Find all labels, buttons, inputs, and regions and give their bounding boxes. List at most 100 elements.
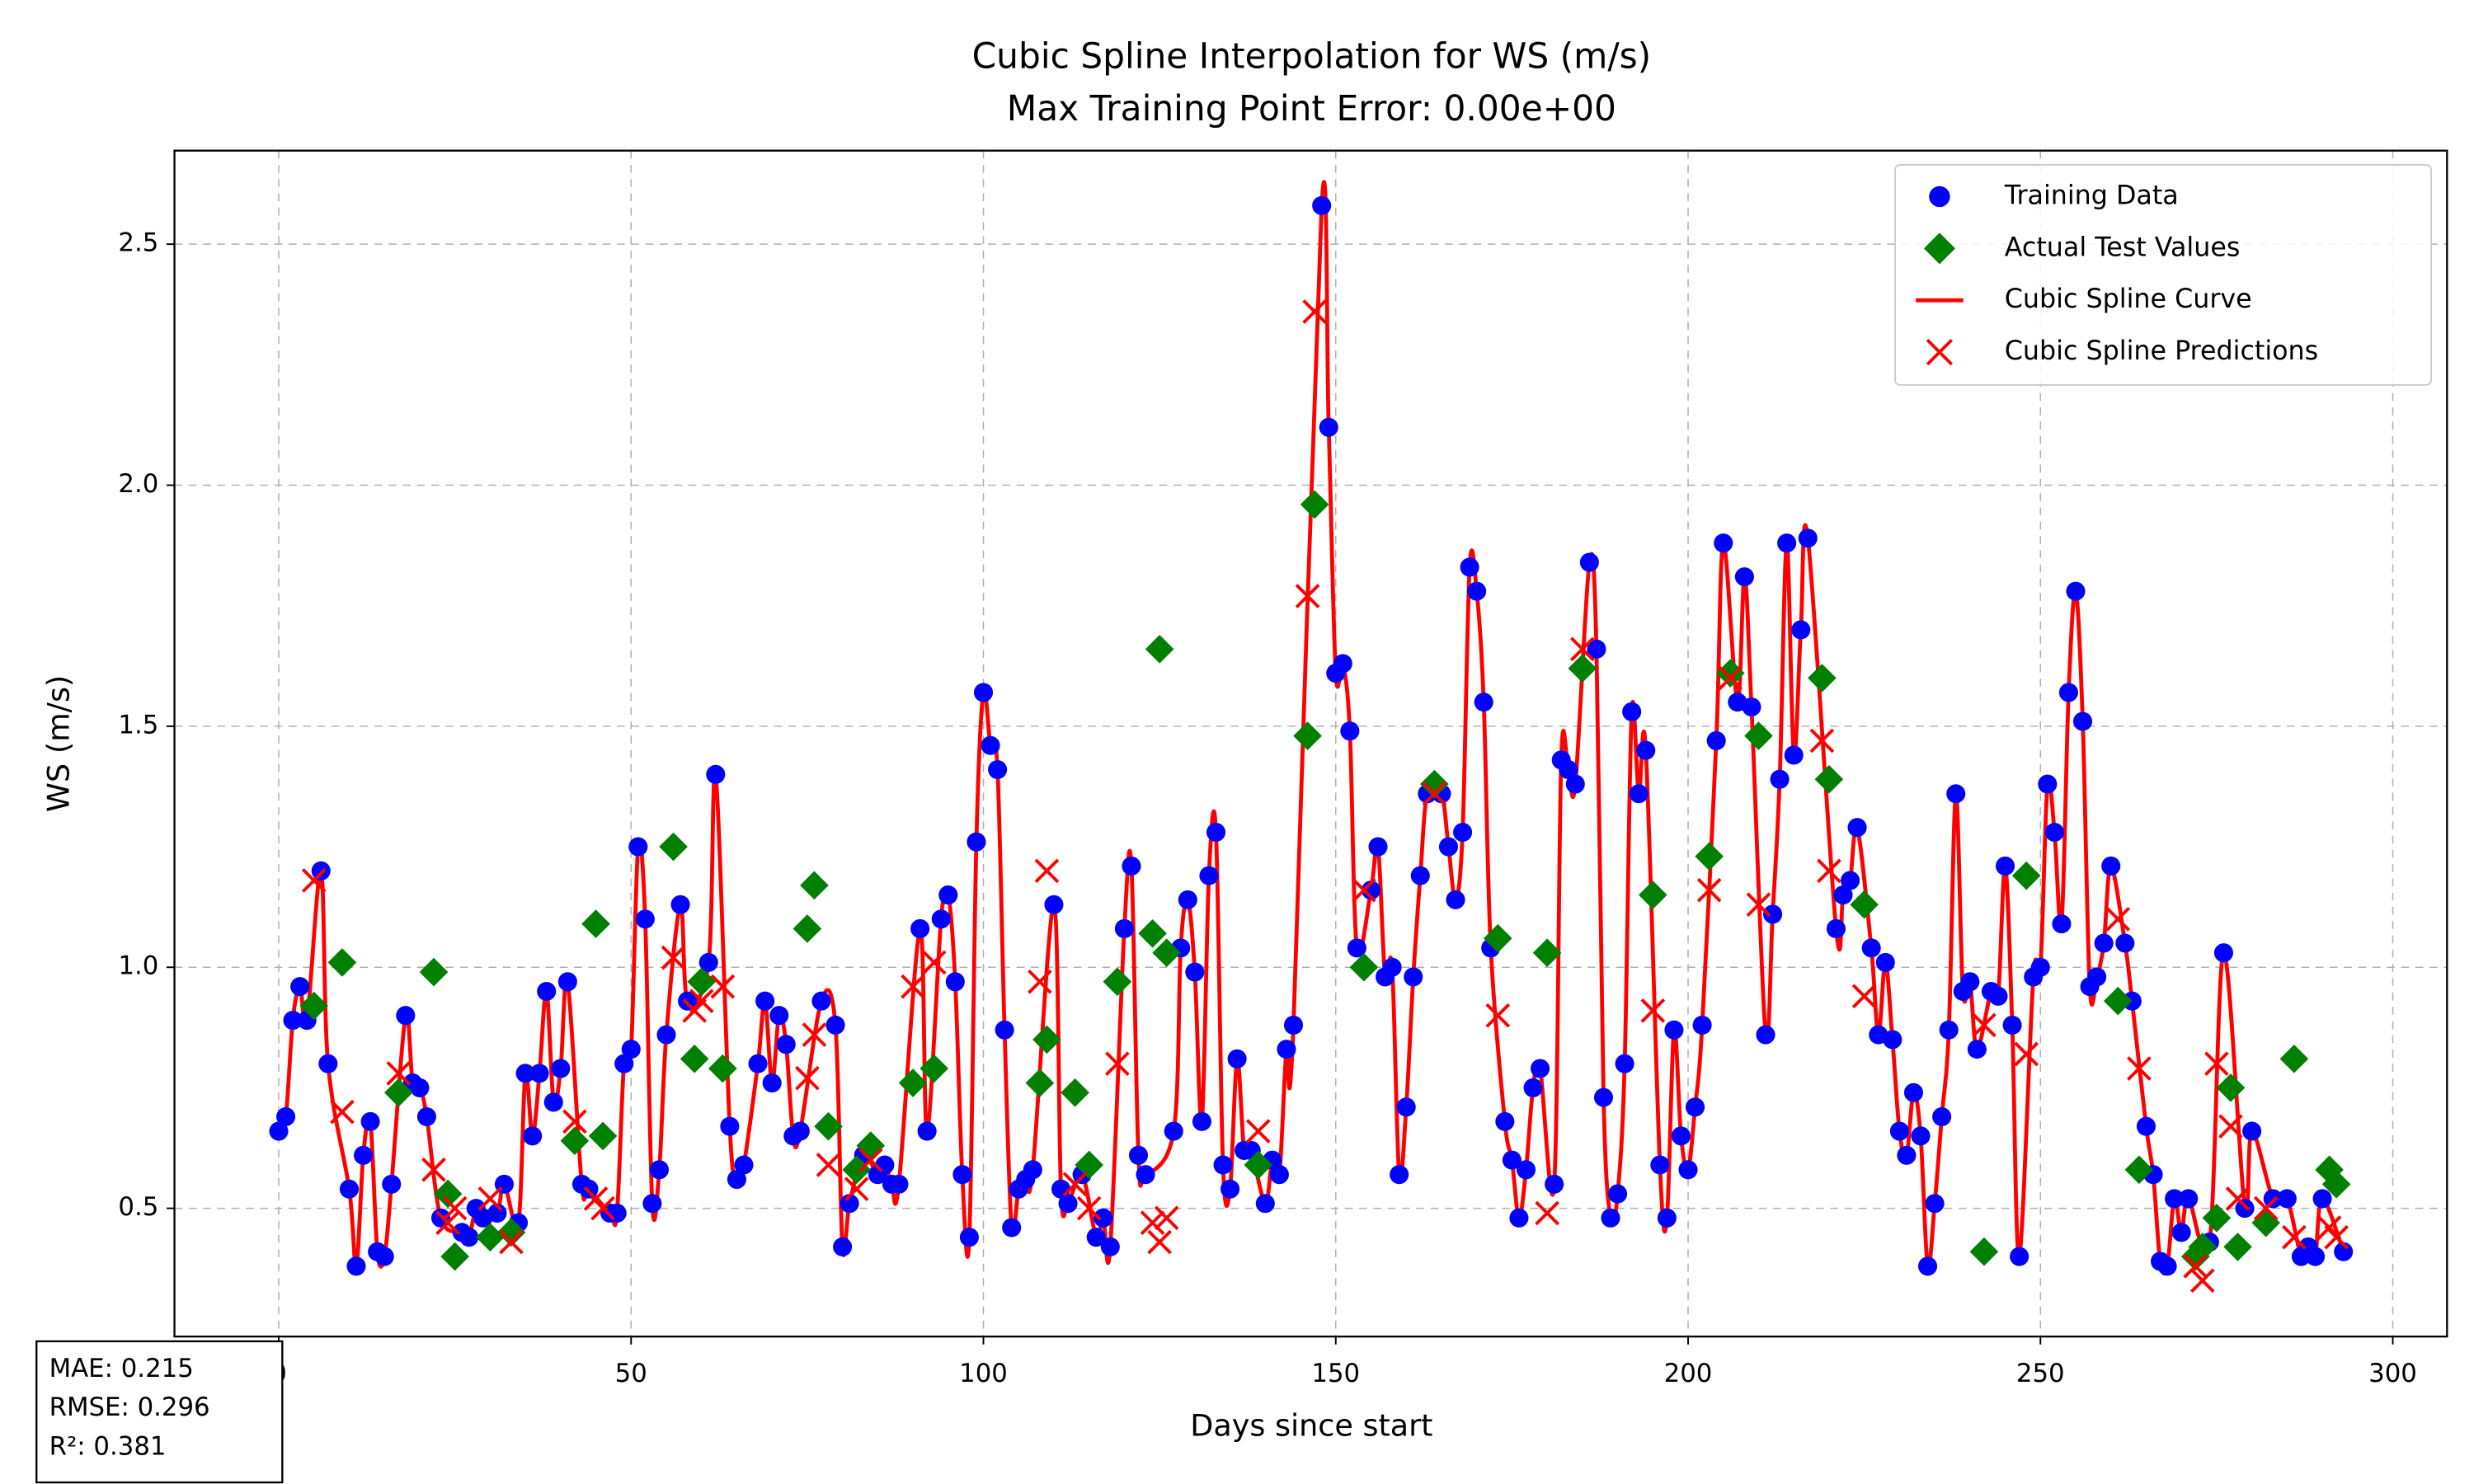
circle-point xyxy=(276,1106,296,1127)
circle-point xyxy=(2312,1189,2332,1209)
legend-label: Actual Test Values xyxy=(2005,232,2241,262)
x-point xyxy=(802,1022,827,1047)
circle-point xyxy=(529,1064,549,1083)
circle-point xyxy=(889,1174,909,1194)
x-point xyxy=(661,945,686,970)
circle-point xyxy=(382,1174,402,1194)
x-point xyxy=(1105,1051,1130,1077)
circle-point xyxy=(1283,1015,1304,1035)
legend-label: Training Data xyxy=(2004,181,2179,210)
circle-point xyxy=(1396,1097,1416,1117)
x-point xyxy=(477,1186,503,1211)
x-point xyxy=(1245,1119,1271,1144)
circle-point xyxy=(1319,417,1338,437)
circle-point xyxy=(311,861,331,881)
circle-point xyxy=(2044,822,2064,843)
circle-point xyxy=(1340,721,1360,741)
circle-point xyxy=(1777,533,1797,553)
diamond-point xyxy=(2103,986,2133,1016)
chart-subtitle: Max Training Point Error: 0.00e+00 xyxy=(1007,88,1616,129)
circle-point xyxy=(1918,1256,1938,1276)
circle-point xyxy=(1382,957,1402,977)
circle-point xyxy=(360,1111,380,1131)
circle-point xyxy=(1347,938,1366,958)
x-point xyxy=(386,1061,412,1086)
circle-point xyxy=(1390,1165,1409,1185)
circle-point xyxy=(2066,581,2086,601)
circle-point xyxy=(811,991,831,1011)
x-point xyxy=(442,1195,468,1221)
circle-point xyxy=(1889,1121,1909,1141)
circle-point xyxy=(762,1073,782,1093)
x-point xyxy=(1028,969,1052,994)
circle-point xyxy=(2002,1015,2022,1035)
diamond-point xyxy=(496,1218,526,1247)
x-tick-label: 100 xyxy=(959,1359,1008,1388)
circle-point xyxy=(635,909,655,929)
circle-point xyxy=(1664,1020,1684,1040)
x-point xyxy=(1485,1003,1511,1028)
x-point xyxy=(1295,584,1320,608)
circle-point xyxy=(769,1006,789,1026)
circle-point xyxy=(748,1054,768,1073)
axes-frame xyxy=(173,149,2448,1338)
circle-point xyxy=(2094,933,2114,953)
circle-point xyxy=(1636,740,1656,760)
x-point xyxy=(590,1195,615,1221)
circle-point xyxy=(1467,581,1487,601)
circle-point xyxy=(1678,1160,1698,1180)
circle-point xyxy=(551,1059,571,1078)
circle-point xyxy=(931,909,951,929)
circle-point xyxy=(1213,1155,1233,1175)
circle-point xyxy=(1946,784,1966,804)
circle-point xyxy=(1523,1078,1543,1097)
circle-point xyxy=(1185,962,1205,982)
circle-point xyxy=(1784,745,1804,765)
circle-point xyxy=(1734,567,1754,587)
circle-point xyxy=(579,1179,599,1199)
diamond-point xyxy=(1532,938,1562,968)
diamond-point xyxy=(1244,1150,1273,1180)
x-point xyxy=(435,1210,460,1235)
x-point xyxy=(2282,1224,2307,1250)
circle-point xyxy=(607,1203,627,1223)
circle-point xyxy=(1058,1194,1078,1214)
circle-point xyxy=(1023,1160,1042,1180)
circle-point xyxy=(1875,952,1895,972)
circle-point xyxy=(2052,914,2072,934)
x-tick-label: 200 xyxy=(1664,1359,1713,1388)
circle-point xyxy=(1897,1145,1917,1165)
y-tick-label: 0.5 xyxy=(118,1192,158,1222)
x-point xyxy=(301,868,327,893)
x-point xyxy=(844,1176,869,1202)
circle-point xyxy=(1495,1111,1515,1131)
x-point xyxy=(499,1229,524,1255)
x-point xyxy=(1570,636,1595,662)
y-tick-label: 2.5 xyxy=(118,228,158,258)
x-point xyxy=(816,1153,841,1177)
circle-point xyxy=(1861,938,1881,958)
circle-point xyxy=(614,1054,634,1073)
circle-point xyxy=(2277,1189,2297,1209)
circle-point xyxy=(2115,933,2135,953)
circle-point xyxy=(649,1160,669,1180)
circle-point xyxy=(2072,711,2093,731)
circle-point xyxy=(967,832,986,852)
circle-point xyxy=(1967,1040,1987,1059)
circle-point xyxy=(698,952,718,972)
circle-point xyxy=(354,1145,374,1165)
circle-point xyxy=(1114,918,1134,939)
circle-point xyxy=(1460,557,1479,577)
diamond-point xyxy=(2321,1170,2351,1199)
diamond-point xyxy=(680,1045,709,1073)
circle-point xyxy=(1277,1040,1296,1059)
circle-point xyxy=(1044,895,1064,914)
diamond-point xyxy=(1969,1237,1999,1266)
x-point xyxy=(795,1065,820,1091)
x-point xyxy=(330,1099,355,1125)
x-point xyxy=(1817,858,1841,884)
circle-point xyxy=(973,683,994,702)
x-point xyxy=(1076,1195,1102,1221)
x-point xyxy=(421,1158,446,1182)
diamond-point xyxy=(898,1068,928,1097)
